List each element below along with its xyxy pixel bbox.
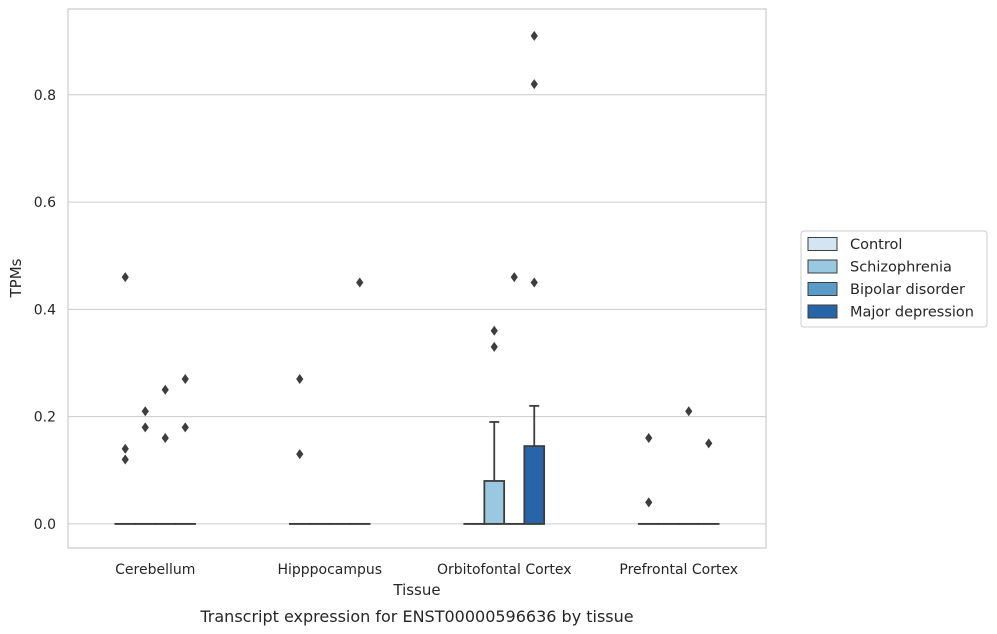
legend-label: Major depression <box>850 305 974 321</box>
legend-swatch <box>807 259 838 274</box>
box-bipolar-disorder <box>677 406 700 525</box>
outlier-point <box>490 341 498 352</box>
legend-swatch <box>807 237 838 251</box>
box-control <box>288 374 311 525</box>
box-major-depression <box>523 30 546 525</box>
outlier-point <box>121 443 129 454</box>
box-body <box>523 445 546 525</box>
outlier-point <box>510 272 518 283</box>
y-tick-labels: 0.0 0.2 0.4 0.6 0.8 <box>34 88 56 533</box>
outlier-point <box>181 422 189 433</box>
box-major-depression <box>174 374 197 525</box>
outlier-point <box>356 277 364 288</box>
outlier-point <box>141 422 149 433</box>
gridlines <box>68 94 766 525</box>
legend-swatch <box>807 304 838 319</box>
y-tick-label: 0.4 <box>34 302 56 318</box>
legend-frame <box>800 230 988 328</box>
y-tick-label: 0.8 <box>34 88 56 104</box>
box-bipolar-disorder <box>154 384 177 525</box>
outlier-point <box>645 497 653 508</box>
outlier-point <box>645 433 653 444</box>
box-body <box>483 480 506 525</box>
x-tick-label: Orbitofontal Cortex <box>437 562 572 578</box>
y-tick-label: 0.2 <box>34 410 56 426</box>
outlier-point <box>705 438 713 449</box>
outlier-point <box>530 30 538 41</box>
box-major-depression <box>697 438 720 525</box>
x-tick-label: Hipppocampus <box>277 562 382 578</box>
y-tick-label: 0.0 <box>34 517 56 533</box>
outlier-point <box>530 277 538 288</box>
outlier-point <box>121 454 129 465</box>
outlier-point <box>141 406 149 417</box>
box-bipolar-disorder <box>503 272 526 525</box>
box-schizophrenia <box>134 406 157 525</box>
x-axis-label: Tissue <box>392 581 440 599</box>
outlier-point <box>161 433 169 444</box>
legend-swatch <box>807 282 838 296</box>
outlier-point <box>296 449 304 460</box>
legend: Control Schizophrenia Bipolar disorder Majo… <box>800 230 988 328</box>
y-axis-label: TPMs <box>7 258 25 298</box>
outlier-point <box>490 325 498 336</box>
outlier-point <box>296 374 304 385</box>
x-tick-labels: Cerebellum Hipppocampus Orbitofontal Corte… <box>115 562 738 578</box>
box-marks <box>114 30 720 525</box>
box-control <box>637 433 660 525</box>
chart-caption: Transcript expression for ENST0000059663… <box>199 607 633 626</box>
y-tick-label: 0.6 <box>34 195 56 211</box>
box-schizophrenia <box>483 325 506 525</box>
outlier-point <box>161 384 169 395</box>
legend-label: Bipolar disorder <box>850 282 965 298</box>
plot-frame <box>67 8 767 549</box>
box-major-depression <box>348 277 371 525</box>
outlier-point <box>121 272 129 283</box>
x-tick-label: Prefrontal Cortex <box>619 562 738 578</box>
outlier-point <box>685 406 693 417</box>
box-control <box>114 272 137 525</box>
x-tick-label: Cerebellum <box>115 562 195 578</box>
legend-label: Control <box>850 237 902 253</box>
outlier-point <box>530 79 538 90</box>
outlier-point <box>181 374 189 385</box>
legend-label: Schizophrenia <box>850 260 952 276</box>
